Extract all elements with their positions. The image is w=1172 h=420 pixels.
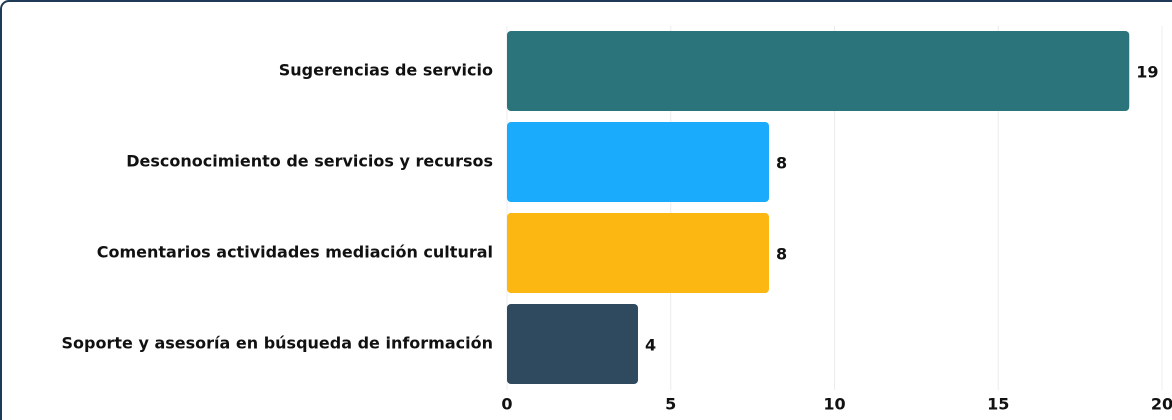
y-tick-label: Comentarios actividades mediación cultur… — [97, 243, 493, 262]
y-tick-label: Sugerencias de servicio — [279, 61, 493, 80]
bar — [507, 213, 769, 293]
x-tick-label: 5 — [665, 395, 676, 414]
x-tick-label: 0 — [501, 395, 512, 414]
x-tick-label: 20 — [1151, 395, 1172, 414]
y-tick-label: Soporte y asesoría en búsqueda de inform… — [62, 334, 493, 353]
bar — [507, 304, 638, 384]
bar — [507, 31, 1130, 111]
value-label: 4 — [645, 336, 656, 355]
x-tick-label: 10 — [823, 395, 845, 414]
bar — [507, 122, 769, 202]
value-label: 8 — [776, 245, 787, 264]
y-tick-label: Desconocimiento de servicios y recursos — [126, 152, 493, 171]
x-tick-label: 15 — [987, 395, 1009, 414]
value-label: 8 — [776, 154, 787, 173]
value-label: 19 — [1136, 63, 1158, 82]
